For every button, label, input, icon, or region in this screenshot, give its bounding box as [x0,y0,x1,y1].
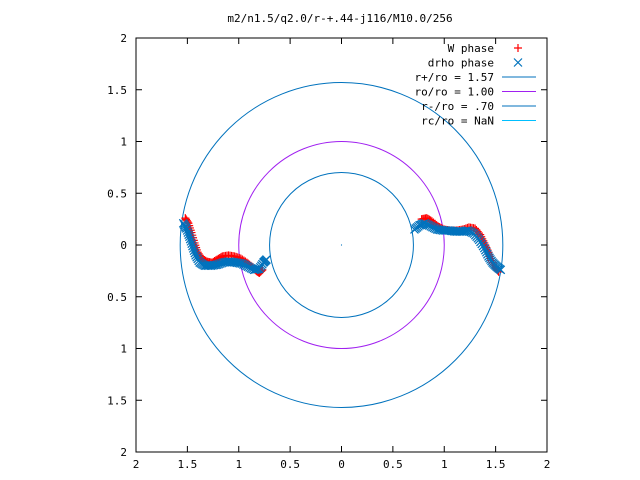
axis-ticks: 2 1.5 1 0.5 0 0.5 1 1.5 221.510.500.511.52 [107,32,550,471]
y-tick-label: 1 [120,136,127,149]
data-points [178,214,506,277]
y-tick-label: 2 [120,446,127,459]
x-tick-label: 1.5 [177,458,197,471]
legend-label: r+/ro = 1.57 [415,71,494,84]
x-tick-label: 1 [235,458,242,471]
x-tick-label: 1.5 [486,458,506,471]
x-tick-label: 2 [133,458,140,471]
drho-phase-point [187,239,197,249]
drho-phase-point [188,243,198,253]
circle-3 [238,141,445,349]
drho-phase-point [185,232,194,242]
drho-phase-point [188,241,197,251]
drho-phase-point [496,265,506,275]
legend-label: r-/ro = .70 [421,100,494,113]
y-tick-label: 1.5 [107,394,127,407]
reference-circles [179,82,504,408]
circle-2 [179,82,504,408]
x-tick-label: 0.5 [383,458,403,471]
legend-label: rc/ro = NaN [421,115,494,128]
drho-phase-point [481,247,491,257]
drho-phase-point [185,234,195,244]
drho-phase-point [480,245,490,255]
legend-marker [514,44,522,52]
drho-phase-point [186,236,196,246]
x-tick-label: 0 [338,458,345,471]
y-tick-label: 0.5 [107,291,127,304]
legend-label: W phase [448,42,494,55]
legend-marker [513,58,523,67]
drho-phase-point [479,243,489,253]
drho-phase-point [189,246,199,256]
drho-phase-point [262,255,271,264]
legend-label: ro/ro = 1.00 [415,86,494,99]
x-tick-label: 1 [441,458,448,471]
x-tick-label: 2 [544,458,551,471]
x-tick-label: 0.5 [280,458,300,471]
circle-4 [269,172,414,318]
drho-phase-point [235,258,245,268]
y-tick-label: 1 [120,343,127,356]
y-tick-label: 0 [120,239,127,252]
legend-label: drho phase [428,57,494,70]
y-tick-label: 0.5 [107,187,127,200]
y-tick-label: 1.5 [107,84,127,97]
chart-title: m2/n1.5/q2.0/r-+.44-j116/M10.0/256 [227,12,452,25]
y-tick-label: 2 [120,32,127,45]
center-point [340,244,343,246]
